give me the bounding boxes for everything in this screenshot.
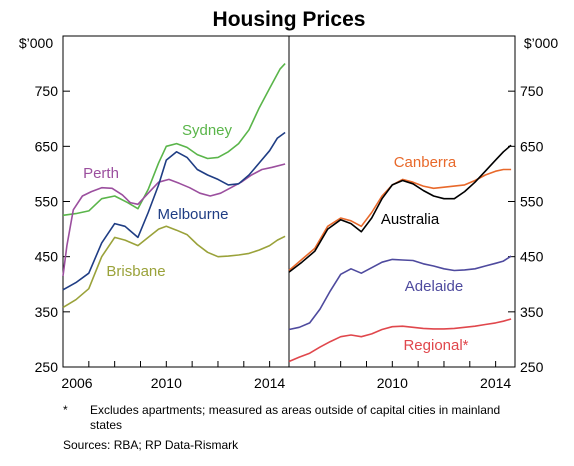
series-line-australia	[288, 144, 512, 273]
series-label-melbourne: Melbourne	[158, 206, 229, 223]
y-axis-unit-left: $’000	[19, 35, 53, 51]
y-tick-label-right: 450	[520, 249, 544, 265]
x-tick-label: 2014	[480, 375, 511, 391]
y-tick-label-right: 750	[520, 83, 544, 99]
tick-labels: 250 350 450 550 650 750 2006 2010 2014 250 350 450 5…	[35, 83, 544, 391]
series-label-canberra: Canberra	[394, 154, 457, 171]
y-tick-label-left: 450	[35, 249, 59, 265]
y-tick-label-right: 350	[520, 304, 544, 320]
series-labels: Sydney Perth Melbourne Brisbane Canberra Aust…	[83, 122, 469, 354]
y-tick-label-left: 750	[35, 83, 59, 99]
x-tick-label: 2014	[254, 375, 285, 391]
plot-frame	[62, 35, 516, 368]
series-line-melbourne	[62, 131, 286, 291]
y-tick-label-left: 250	[35, 359, 59, 375]
y-tick-label-right: 650	[520, 138, 544, 154]
series-line-brisbane	[62, 225, 286, 309]
series-label-australia: Australia	[381, 211, 440, 228]
series-label-regional: Regional*	[403, 337, 468, 354]
data-lines	[62, 63, 512, 363]
chart-title: Housing Prices	[213, 8, 366, 31]
y-tick-label-right: 550	[520, 194, 544, 210]
series-line-regional	[288, 318, 512, 363]
series-label-perth: Perth	[83, 165, 119, 182]
sources-note: Sources: RBA; RP Data-Rismark	[63, 438, 239, 452]
y-tick-label-left: 650	[35, 138, 59, 154]
x-tick-label: 2010	[377, 375, 408, 391]
x-tick-label: 2010	[151, 375, 182, 391]
y-tick-label-left: 350	[35, 304, 59, 320]
y-axis-unit-right: $’000	[524, 35, 558, 51]
series-label-brisbane: Brisbane	[106, 263, 165, 280]
series-label-adelaide: Adelaide	[405, 278, 463, 295]
housing-prices-chart: Housing Prices $’000 $’000 250 350 450 550 6…	[19, 8, 558, 391]
series-line-adelaide	[288, 255, 512, 331]
footnote-marker: *	[63, 403, 68, 417]
x-tick-label: 2006	[61, 375, 92, 391]
series-label-sydney: Sydney	[182, 122, 233, 139]
footnote-text: Excludes apartments; measured as areas o…	[90, 403, 501, 432]
y-tick-label-left: 550	[35, 194, 59, 210]
y-tick-label-right: 250	[520, 359, 544, 375]
series-line-sydney	[62, 63, 286, 217]
